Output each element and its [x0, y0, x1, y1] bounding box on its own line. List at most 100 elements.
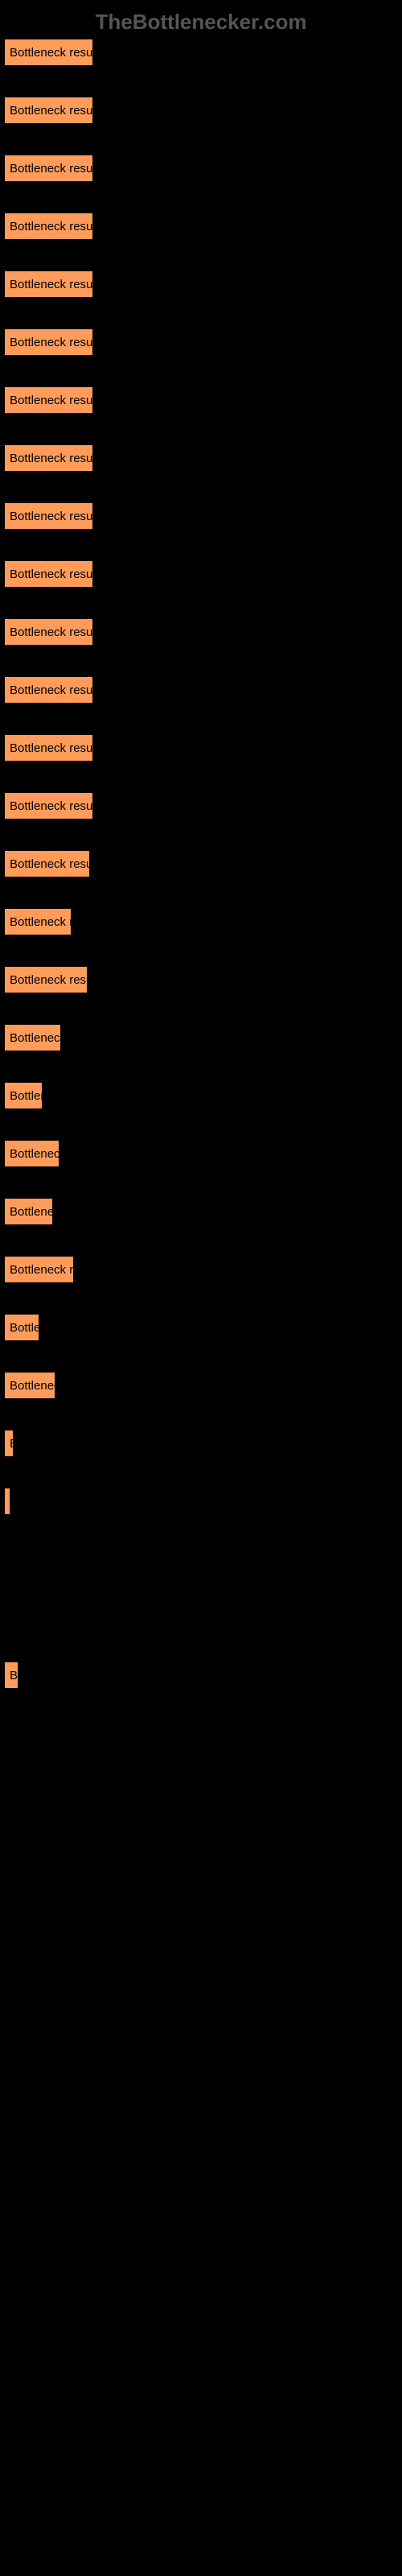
- bar: Bottleneck result: [3, 96, 94, 125]
- bar-row: Bottleneck result: [3, 38, 399, 67]
- bar-row: Bottleneck result: [3, 328, 399, 357]
- bar-row: Bottleneck result: [3, 675, 399, 704]
- bar-row: Bottleneck result: [3, 617, 399, 646]
- bar: Bottleneck result: [3, 328, 94, 357]
- bar-label: Bottleneck result: [10, 741, 94, 755]
- bar-label: Bottleneck result: [10, 1031, 62, 1045]
- bar-row: [3, 1835, 399, 1864]
- bar-label: Bottleneck result: [10, 799, 94, 813]
- bar-row: Bottleneck result: [3, 212, 399, 241]
- bar-row: Bottleneck result: [3, 849, 399, 878]
- bar-row: Bottleneck result: [3, 1197, 399, 1226]
- bar-row: Bottleneck result: [3, 965, 399, 994]
- bar-label: Bottleneck result: [10, 1205, 54, 1219]
- bar-label: Bottleneck result: [10, 1089, 43, 1103]
- bar-row: Bottleneck result: [3, 1313, 399, 1342]
- bar: Bottleneck result: [3, 1023, 62, 1052]
- bar: Bottleneck result: [3, 849, 91, 878]
- bar-label: Bottleneck result: [10, 1263, 75, 1277]
- bar-row: Bottleneck result: [3, 1081, 399, 1110]
- bar: Bottleneck result: [3, 907, 72, 936]
- bar-row: Bottleneck result: [3, 1023, 399, 1052]
- bar-row: Bottleneck result: [3, 154, 399, 183]
- bar-row: Bottleneck result: [3, 1255, 399, 1284]
- bar: Bottleneck result: [3, 559, 94, 588]
- bar-label: Bottleneck result: [10, 278, 94, 291]
- bar: Bottleneck result: [3, 675, 94, 704]
- bar-label: Bottleneck result: [10, 1437, 14, 1451]
- bar-row: [3, 2240, 399, 2269]
- bar-row: [3, 2066, 399, 2095]
- bar-label: Bottleneck result: [10, 857, 91, 871]
- bar: Bottleneck result: [3, 791, 94, 820]
- bar-row: [3, 1545, 399, 1574]
- bar: Bottleneck result: [3, 154, 94, 183]
- bar-label: Bottleneck result: [10, 973, 88, 987]
- bar-row: [3, 1777, 399, 1806]
- bar-label: Bottleneck result: [10, 1669, 19, 1682]
- bar-label: Bottleneck result: [10, 915, 72, 929]
- bar-label: Bottleneck result: [10, 104, 94, 118]
- bar-label: Bottleneck result: [10, 394, 94, 407]
- bar-label: Bottleneck result: [10, 220, 94, 233]
- bar-label: Bottleneck result: [10, 1147, 60, 1161]
- bar-row: [3, 2182, 399, 2211]
- bar-row: [3, 2356, 399, 2385]
- bar: Bottleneck result: [3, 1487, 11, 1516]
- bar-row: [3, 2472, 399, 2501]
- bar-row: Bottleneck result: [3, 444, 399, 473]
- bar-row: Bottleneck result: [3, 907, 399, 936]
- bar-label: Bottleneck result: [10, 510, 94, 523]
- bar-row: [3, 2124, 399, 2153]
- bar-row: [3, 2414, 399, 2443]
- bar: Bottleneck result: [3, 965, 88, 994]
- bar-row: Bottleneck result: [3, 733, 399, 762]
- bar-row: Bottleneck result: [3, 1661, 399, 1690]
- bar-row: Bottleneck result: [3, 386, 399, 415]
- bar: Bottleneck result: [3, 1429, 14, 1458]
- bar-label: Bottleneck result: [10, 452, 94, 465]
- bar: Bottleneck result: [3, 1139, 60, 1168]
- bar: Bottleneck result: [3, 270, 94, 299]
- bar-label: Bottleneck result: [10, 1495, 11, 1509]
- bar-label: Bottleneck result: [10, 568, 94, 581]
- bar: Bottleneck result: [3, 386, 94, 415]
- bar-label: Bottleneck result: [10, 46, 94, 60]
- bar: Bottleneck result: [3, 1081, 43, 1110]
- bar: Bottleneck result: [3, 212, 94, 241]
- bar-row: Bottleneck result: [3, 791, 399, 820]
- bar: Bottleneck result: [3, 444, 94, 473]
- bar-label: Bottleneck result: [10, 1379, 56, 1393]
- bar-row: Bottleneck result: [3, 1487, 399, 1516]
- bar: Bottleneck result: [3, 1371, 56, 1400]
- bar: Bottleneck result: [3, 1661, 19, 1690]
- bar: Bottleneck result: [3, 502, 94, 530]
- bar: Bottleneck result: [3, 1255, 75, 1284]
- bar-row: Bottleneck result: [3, 1371, 399, 1400]
- bar-row: [3, 2008, 399, 2037]
- bar-row: Bottleneck result: [3, 270, 399, 299]
- bar: Bottleneck result: [3, 617, 94, 646]
- bar-row: [3, 1719, 399, 1748]
- bar-row: Bottleneck result: [3, 502, 399, 530]
- bar-row: Bottleneck result: [3, 1429, 399, 1458]
- bar: Bottleneck result: [3, 38, 94, 67]
- bar-label: Bottleneck result: [10, 683, 94, 697]
- bar-chart: Bottleneck result Bottleneck result Bottle…: [0, 38, 402, 2517]
- bar: Bottleneck result: [3, 1197, 54, 1226]
- site-title: TheBottlenecker.com: [96, 10, 307, 34]
- bar: Bottleneck result: [3, 733, 94, 762]
- bar-row: [3, 1951, 399, 1979]
- bar-label: Bottleneck result: [10, 625, 94, 639]
- bar-label: Bottleneck result: [10, 1321, 40, 1335]
- bar-row: Bottleneck result: [3, 1139, 399, 1168]
- site-header: TheBottlenecker.com: [0, 0, 402, 38]
- bar: Bottleneck result: [3, 1313, 40, 1342]
- bar-label: Bottleneck result: [10, 336, 94, 349]
- bar-row: Bottleneck result: [3, 559, 399, 588]
- bar-label: Bottleneck result: [10, 162, 94, 175]
- bar-row: [3, 1893, 399, 1922]
- bar-row: [3, 1603, 399, 1632]
- bar-row: [3, 2298, 399, 2327]
- bar-row: Bottleneck result: [3, 96, 399, 125]
